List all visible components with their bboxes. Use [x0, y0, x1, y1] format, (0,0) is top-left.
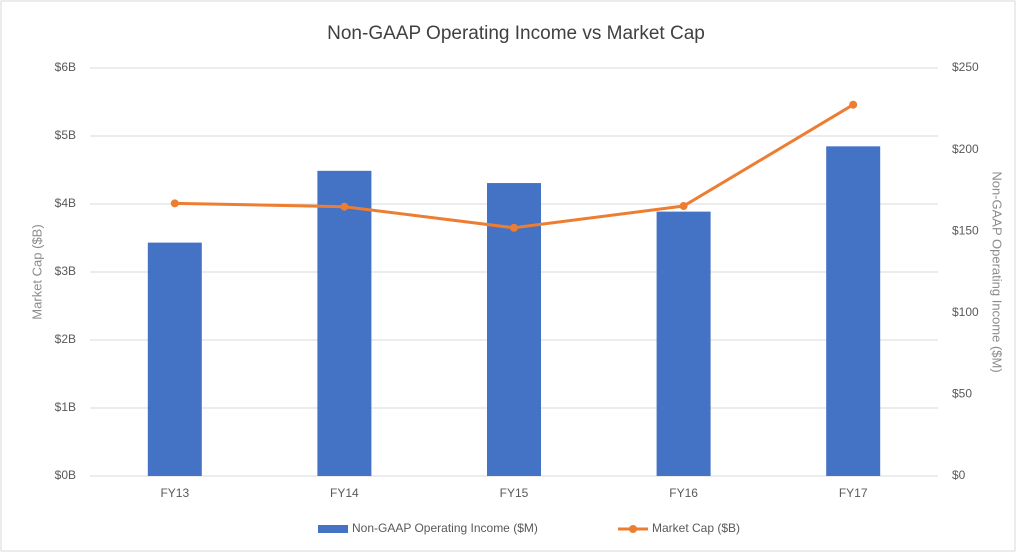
- bar: [826, 146, 881, 476]
- x-tick-label: FY16: [669, 486, 698, 500]
- chart-title: Non-GAAP Operating Income vs Market Cap: [327, 23, 705, 44]
- y2-axis-title: Non-GAAP Operating Income ($M): [990, 171, 1005, 372]
- y2-tick-label: $50: [952, 387, 972, 401]
- y-tick-label: $1B: [55, 400, 76, 414]
- x-tick-label: FY15: [500, 486, 529, 500]
- x-tick-label: FY13: [160, 486, 189, 500]
- y2-tick-label: $250: [952, 60, 979, 74]
- y-tick-label: $2B: [55, 332, 76, 346]
- y2-tick-label: $0: [952, 468, 966, 482]
- y-tick-label: $5B: [55, 128, 76, 142]
- bar: [656, 211, 711, 476]
- marker: [849, 100, 858, 109]
- y-tick-label: $4B: [55, 196, 76, 210]
- marker: [679, 202, 688, 211]
- bar: [317, 170, 372, 477]
- legend-label: Non-GAAP Operating Income ($M): [352, 521, 538, 535]
- y-tick-label: $6B: [55, 60, 76, 74]
- y2-tick-label: $100: [952, 305, 979, 319]
- marker: [340, 202, 349, 211]
- marker: [510, 223, 518, 232]
- y-tick-label: $3B: [55, 264, 76, 278]
- bar: [487, 183, 541, 476]
- y2-tick-label: $150: [952, 223, 979, 237]
- bar: [147, 242, 202, 476]
- y2-tick-label: $200: [952, 142, 979, 156]
- marker: [170, 199, 179, 208]
- x-tick-label: FY17: [839, 486, 868, 500]
- x-tick-label: FY14: [330, 486, 359, 500]
- legend-label: Market Cap ($B): [652, 521, 740, 535]
- legend-swatch: [318, 525, 348, 533]
- y-axis-title: Market Cap ($B): [29, 224, 44, 319]
- y-tick-label: $0B: [55, 468, 76, 482]
- legend-marker: [629, 525, 637, 533]
